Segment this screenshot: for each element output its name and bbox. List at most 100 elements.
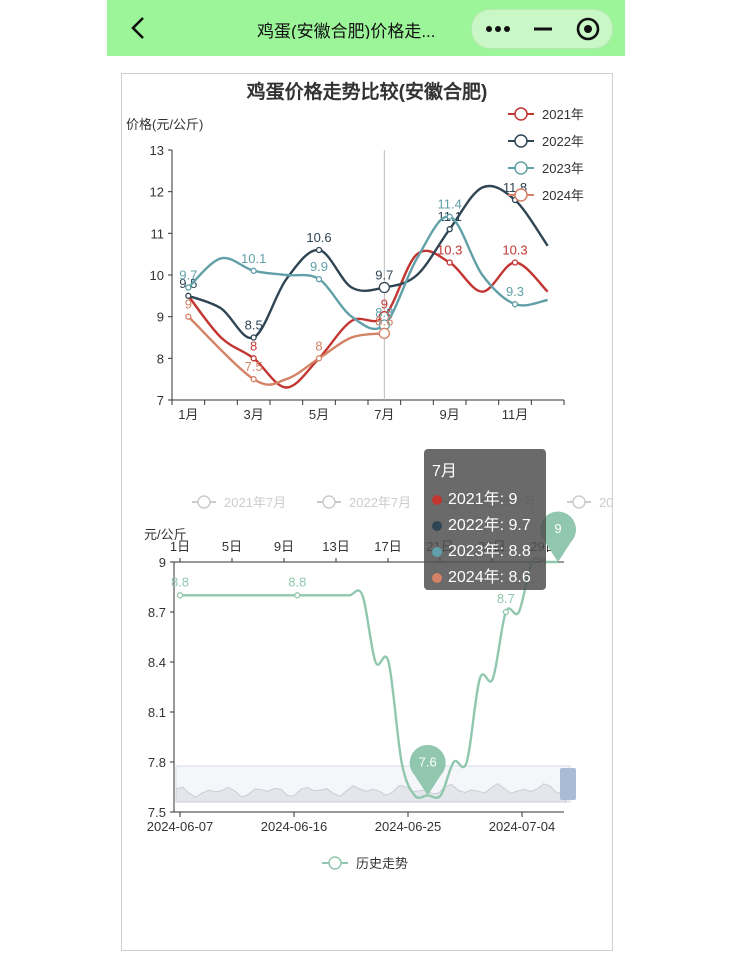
top-x-tick-label: 13日 (322, 539, 349, 554)
navigation-bar: 鸡蛋(安徽合肥)价格走... (107, 0, 625, 56)
chart-card: 鸡蛋价格走势比较(安徽合肥) 价格(元/公斤) 13 12 11 10 9 8 7 1月 3月 5月 7… (121, 73, 625, 951)
x-tick-label: 9月 (440, 407, 460, 422)
series-dot-icon (432, 546, 442, 557)
data-label: 8.7 (497, 591, 515, 606)
comparison-chart: 鸡蛋价格走势比较(安徽合肥) 价格(元/公斤) 13 12 11 10 9 8 7 1月 3月 5月 7… (126, 80, 625, 510)
series-line (179, 557, 558, 799)
legend-marker-icon (514, 107, 528, 121)
data-label: 8.8 (288, 574, 306, 589)
y-axis-label: 价格(元/公斤) (126, 117, 203, 132)
legend-marker-icon (514, 134, 528, 148)
data-point (185, 284, 192, 291)
legend-marker-icon (328, 856, 342, 870)
data-label: 8.8 (171, 574, 189, 589)
legend-label: 2022年 (542, 134, 584, 149)
data-point (250, 267, 257, 274)
x-tick-label: 3月 (244, 407, 264, 422)
data-point (185, 313, 192, 320)
legend-label: 历史走势 (356, 856, 408, 871)
compare-legend-label: 2021年7月 (224, 495, 286, 510)
tooltip-row: 2023年: 8.8 (432, 537, 531, 561)
tooltip-row: 2021年: 9 (432, 485, 517, 509)
data-point (250, 355, 257, 362)
y-tick-label: 8.4 (148, 655, 166, 670)
top-x-tick-label: 17日 (374, 539, 401, 554)
history-chart: 元/公斤98.78.48.17.87.51日5日9日13日17日21日25日29… (144, 511, 576, 871)
data-label: 8.8 (375, 305, 393, 320)
y-tick-label: 8.7 (148, 605, 166, 620)
y-tick-label: 10 (150, 268, 164, 283)
series-line (187, 249, 549, 389)
data-label: 10.3 (437, 243, 462, 258)
y-tick-label: 7 (157, 393, 164, 408)
data-point (502, 608, 510, 616)
compare-legend-marker-icon (197, 495, 211, 509)
data-label: 9.5 (179, 276, 197, 291)
x-tick-label: 5月 (309, 407, 329, 422)
data-point (378, 281, 390, 294)
marker-label: 9 (554, 521, 561, 536)
series-dot-icon (432, 494, 442, 505)
tooltip-row-text: 2023年: 8.8 (448, 543, 531, 560)
data-label: 8 (250, 338, 257, 353)
more-dots-icon[interactable] (476, 10, 520, 48)
tooltip-row: 2022年: 9.7 (432, 511, 531, 535)
tooltip-row-text: 2024年: 8.6 (448, 569, 531, 586)
x-tick-label: 7月 (374, 407, 394, 422)
bottom-x-tick-label: 2024-06-25 (375, 819, 442, 834)
data-point (315, 246, 323, 254)
compare-legend-label: 2024年7月 (599, 495, 612, 510)
y-tick-label: 8.1 (148, 705, 166, 720)
y-tick-label: 7.8 (148, 755, 166, 770)
data-point (315, 276, 323, 283)
y-tick-label: 11 (151, 226, 165, 241)
charts-canvas: 鸡蛋价格走势比较(安徽合肥) 价格(元/公斤) 13 12 11 10 9 8 7 1月 3月 5月 7… (126, 80, 625, 871)
chart-title: 鸡蛋价格走势比较(安徽合肥) (246, 80, 488, 103)
data-point (446, 259, 453, 266)
y-tick-label: 13 (150, 143, 164, 158)
top-x-tick-label: 9日 (274, 539, 294, 554)
data-point (294, 592, 301, 599)
chart-tooltip: 7月 2021年: 9 2022年: 9.7 2023年: 8.8 2024年:… (424, 449, 546, 590)
screen-margin-left (0, 0, 107, 976)
data-label: 10.3 (502, 243, 527, 258)
y-axis-label: 元/公斤 (144, 527, 187, 542)
datazoom-handle-icon (560, 768, 576, 800)
data-label: 8 (315, 338, 322, 353)
legend-label: 2024年 (542, 188, 584, 203)
data-label: 9.7 (375, 268, 393, 283)
data-label: 11.4 (437, 197, 461, 212)
screen-margin-right (625, 0, 732, 976)
tooltip-row-text: 2022年: 9.7 (448, 517, 531, 534)
top-x-tick-label: 1日 (170, 539, 190, 554)
tooltip-row-text: 2021年: 9 (448, 491, 518, 508)
data-label: 8.5 (245, 318, 263, 333)
tooltip-title: 7月 (432, 463, 457, 480)
y-tick-label: 7.5 (148, 805, 166, 820)
page-title: 鸡蛋(安徽合肥)价格走... (257, 22, 436, 39)
data-point (250, 376, 257, 383)
datazoom-shadow (175, 782, 571, 803)
data-point (250, 334, 257, 341)
marker-label: 7.6 (419, 754, 437, 769)
target-icon[interactable] (566, 10, 610, 48)
compare-legend-marker-icon (322, 495, 336, 509)
y-tick-label: 9 (157, 310, 164, 325)
legend-label: 2023年 (542, 161, 584, 176)
data-point (315, 355, 323, 362)
y-tick-label: 8 (157, 351, 164, 366)
data-label: 10.1 (241, 251, 266, 266)
data-point (511, 301, 519, 308)
data-label: 9.7 (179, 268, 197, 283)
top-x-tick-label: 5日 (222, 539, 242, 554)
data-point (446, 226, 453, 233)
y-tick-label: 9 (159, 555, 166, 570)
series-dot-icon (432, 520, 442, 531)
data-label: 8.6 (375, 313, 393, 328)
chevron-left-icon[interactable] (125, 14, 153, 42)
series-line (187, 315, 385, 386)
legend-marker-icon (514, 161, 528, 175)
minus-icon[interactable] (521, 10, 565, 48)
legend-marker-icon (514, 188, 528, 202)
data-label: 9 (185, 297, 192, 312)
